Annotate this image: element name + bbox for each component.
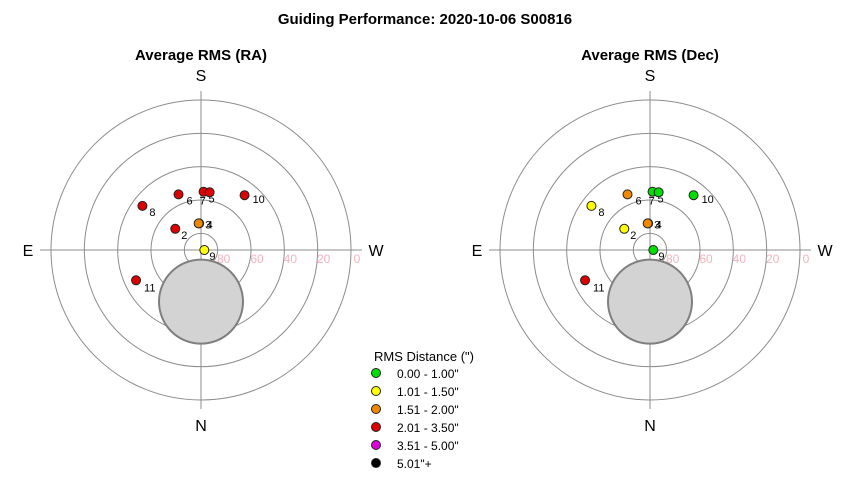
point-2: [170, 223, 181, 234]
ring-label-20: 20: [766, 252, 780, 266]
point-label-10: 10: [253, 194, 265, 206]
point-8: [137, 200, 148, 211]
compass-left: E: [23, 243, 34, 260]
compass-bottom: N: [644, 418, 656, 435]
point-10: [688, 190, 699, 201]
point-label-9: 9: [658, 251, 664, 263]
point-label-5: 5: [658, 194, 664, 206]
point-label-9: 9: [209, 251, 215, 263]
point-11: [131, 275, 142, 286]
ring-label-60: 60: [699, 252, 713, 266]
legend-item-3: 2.01 - 3.50": [397, 421, 459, 435]
point-11: [580, 275, 591, 286]
legend-title: RMS Distance ("): [374, 349, 474, 364]
ring-label-40: 40: [733, 252, 747, 266]
compass-left: E: [472, 243, 483, 260]
ring-label-60: 60: [250, 252, 264, 266]
compass-top: S: [645, 68, 656, 85]
ring-label-80: 80: [666, 252, 680, 266]
point-label-5: 5: [209, 194, 215, 206]
legend-item-4: 3.51 - 5.00": [397, 439, 459, 453]
compass-right: W: [817, 243, 833, 260]
point-label-2: 2: [181, 230, 187, 242]
legend-item-1: 1.01 - 1.50": [397, 385, 459, 399]
point-label-8: 8: [149, 207, 155, 219]
point-label-3: 3: [654, 219, 660, 231]
panel-dec: Average RMS (Dec) 80 60 40 20 0 S N E W 2 34 5 6 7 8 9 1…: [472, 47, 834, 435]
main-title: Guiding Performance: 2020-10-06 S00816: [278, 11, 572, 28]
point-label-6: 6: [636, 195, 642, 207]
panel-title-ra: Average RMS (RA): [135, 47, 267, 64]
point-label-7: 7: [649, 195, 655, 207]
point-label-4: 4: [656, 219, 662, 231]
point-9: [199, 245, 210, 255]
ring-label-0: 0: [803, 252, 810, 266]
point-7: [653, 187, 664, 198]
legend-swatch-0: [371, 368, 381, 378]
moon-disc: [607, 258, 693, 345]
ring-label-0: 0: [354, 252, 361, 266]
point-2: [619, 223, 630, 234]
legend-swatch-1: [371, 386, 381, 396]
point-label-3: 3: [205, 219, 211, 231]
point-label-11: 11: [593, 282, 604, 294]
panel-title-dec: Average RMS (Dec): [581, 47, 719, 64]
point-6: [622, 189, 633, 200]
point-label-4: 4: [207, 219, 213, 231]
point-label-2: 2: [630, 230, 636, 242]
point-10: [239, 190, 250, 201]
panel-ra: Average RMS (RA) 80 60 40 20 0 S N E W 2 34 5 6 7 8 9 10…: [23, 47, 385, 435]
ring-label-80: 80: [217, 252, 231, 266]
point-7: [204, 187, 215, 198]
point-label-8: 8: [598, 207, 604, 219]
compass-bottom: N: [195, 418, 207, 435]
point-4: [642, 218, 653, 229]
legend-item-5: 5.01"+: [397, 457, 432, 471]
ring-label-20: 20: [317, 252, 331, 266]
point-4: [193, 218, 204, 229]
point-label-10: 10: [702, 194, 714, 206]
legend-swatch-3: [371, 422, 381, 432]
moon-disc: [158, 258, 244, 345]
point-8: [586, 200, 597, 211]
legend-swatch-5: [371, 458, 381, 468]
legend-item-0: 0.00 - 1.00": [397, 367, 459, 381]
legend-item-2: 1.51 - 2.00": [397, 403, 459, 417]
point-label-11: 11: [144, 282, 155, 294]
compass-right: W: [368, 243, 384, 260]
compass-top: S: [196, 68, 207, 85]
point-6: [173, 189, 184, 200]
legend: RMS Distance (") 0.00 - 1.00" 1.01 - 1.50…: [371, 349, 474, 471]
legend-swatch-4: [371, 440, 381, 450]
point-9: [648, 245, 659, 255]
ring-label-40: 40: [284, 252, 298, 266]
point-label-6: 6: [187, 195, 193, 207]
point-label-7: 7: [200, 195, 206, 207]
legend-swatch-2: [371, 404, 381, 414]
